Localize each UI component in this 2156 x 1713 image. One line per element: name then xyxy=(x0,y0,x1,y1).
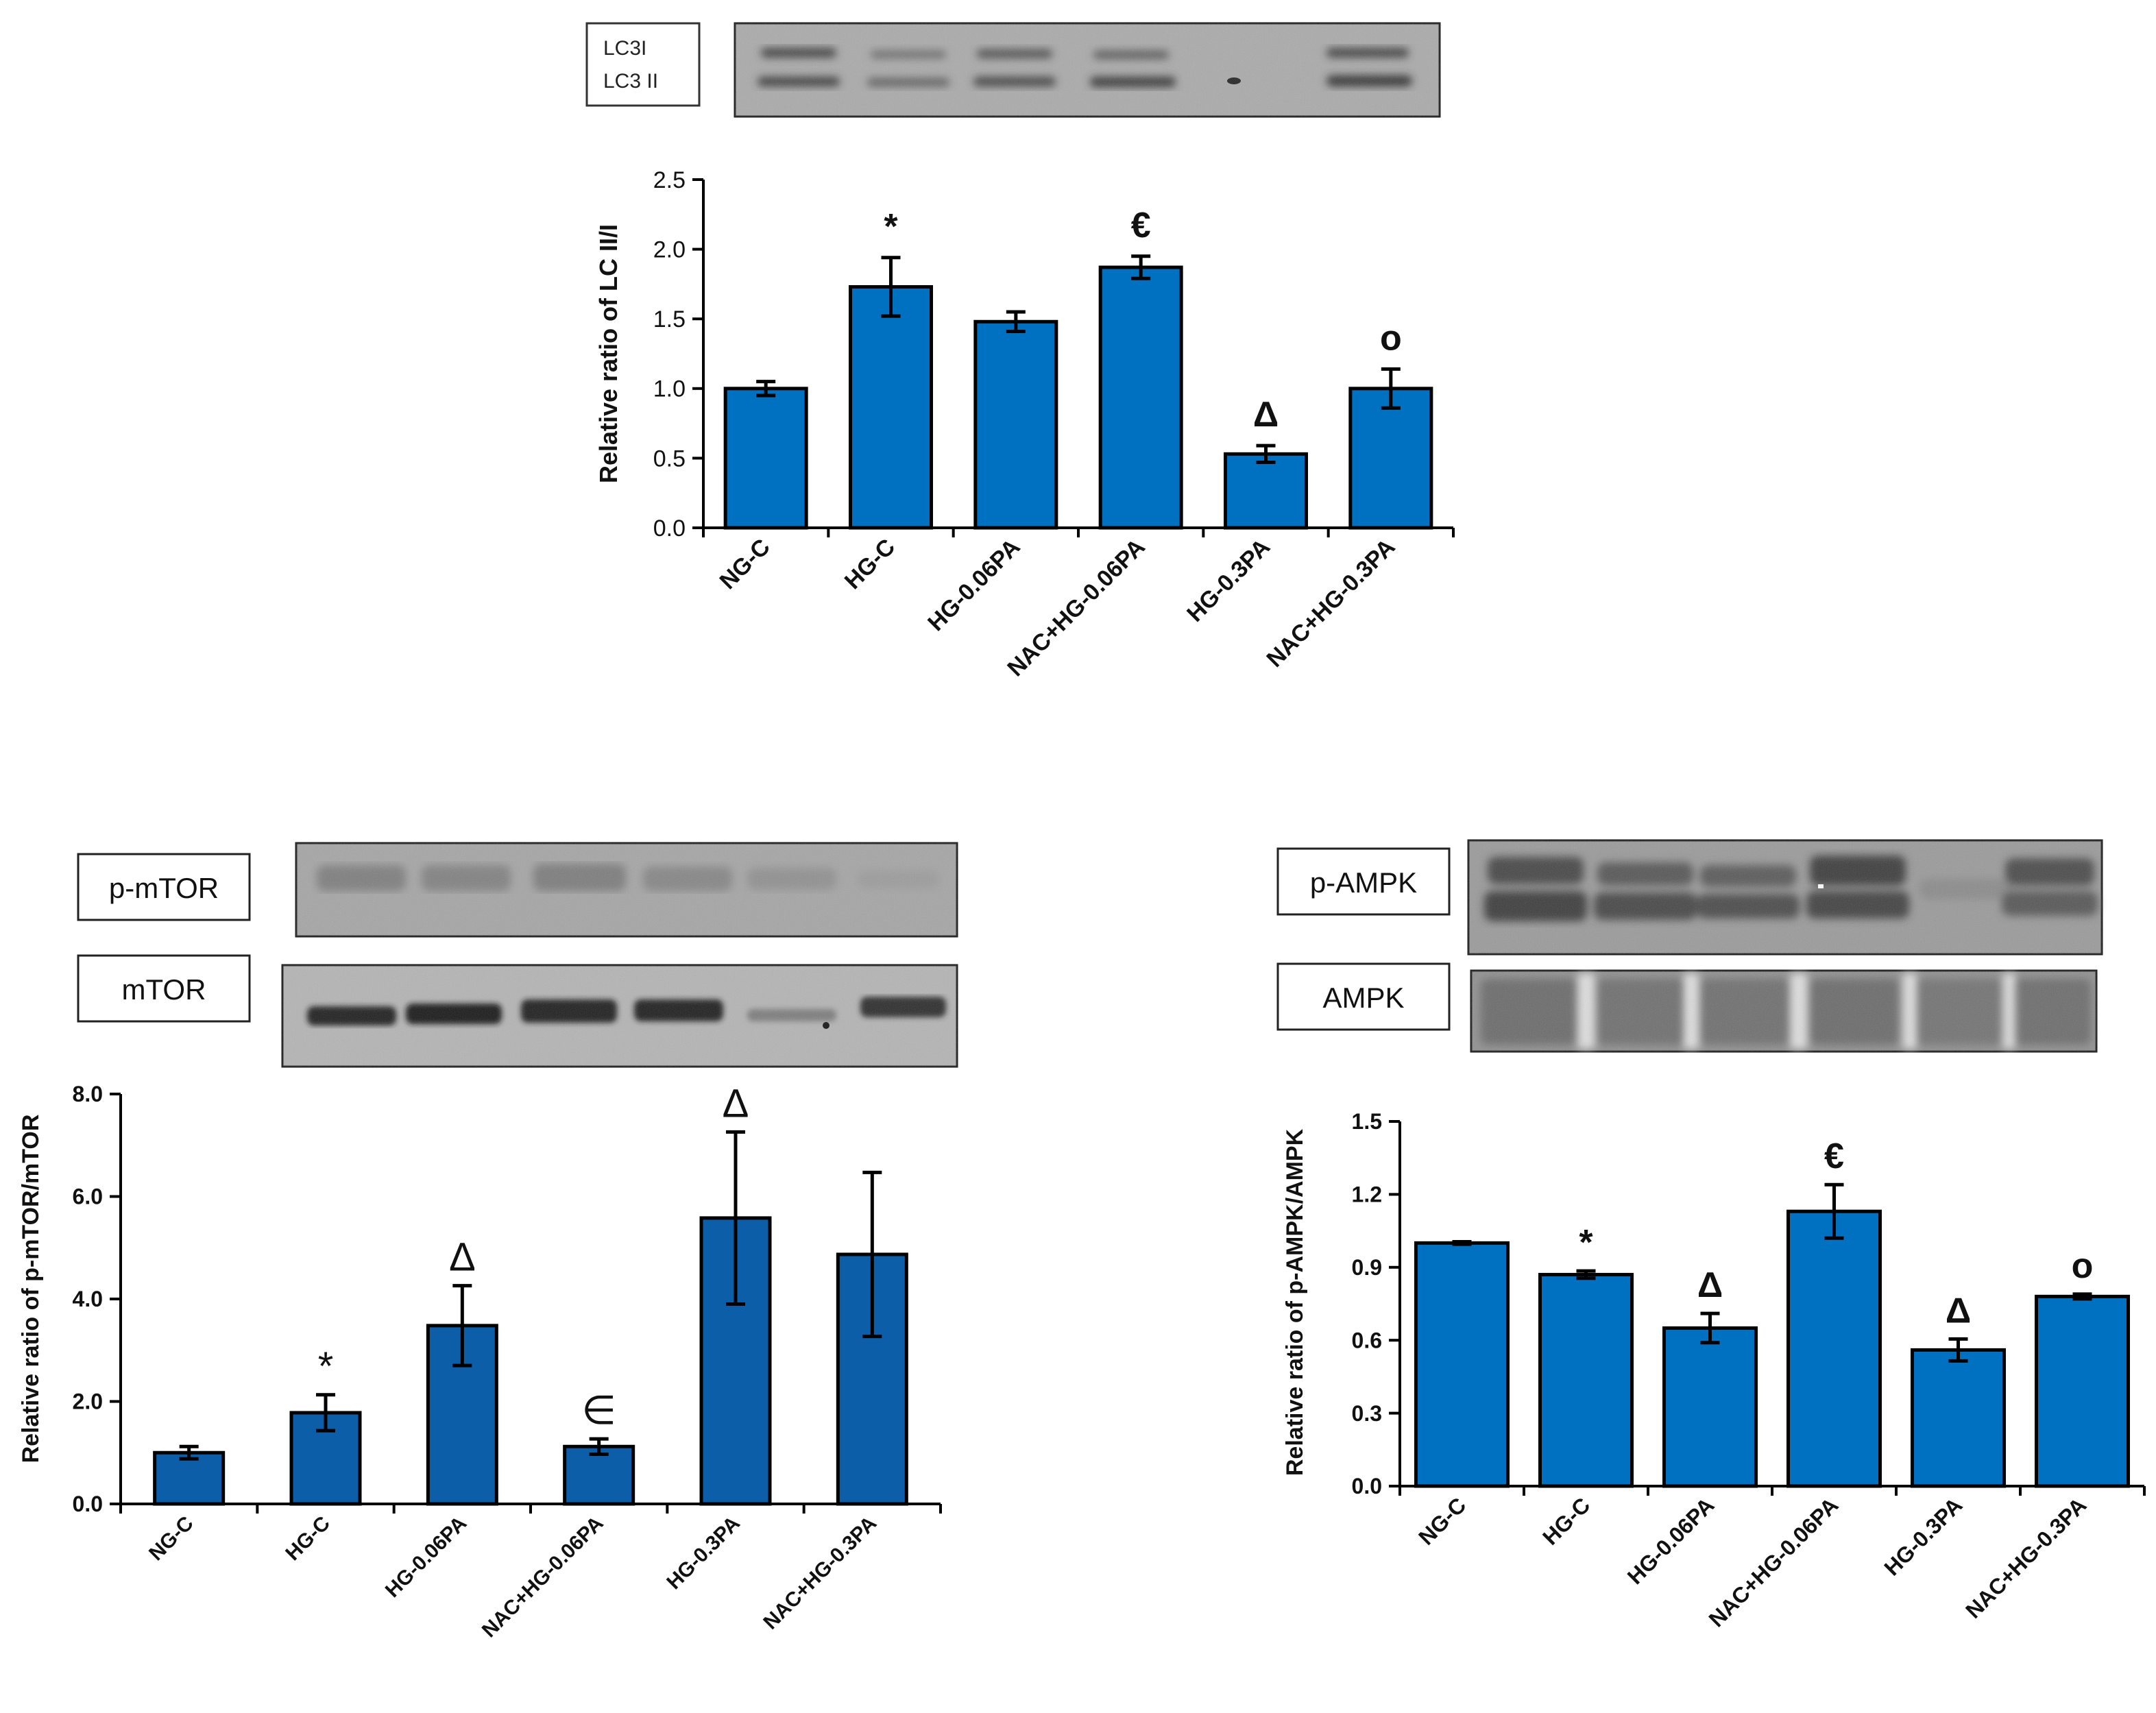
significance-marker: € xyxy=(1131,206,1151,245)
y-axis-label: Relative ratio of p-mTOR/mTOR xyxy=(18,1115,44,1463)
category-label: HG-0.3PA xyxy=(1879,1492,1967,1580)
category-label: NG-C xyxy=(145,1512,198,1566)
y-tick-label: 8.0 xyxy=(73,1082,103,1106)
y-axis-label: Relative ratio of p-AMPK/AMPK xyxy=(1282,1128,1308,1476)
significance-marker: * xyxy=(318,1344,334,1389)
mtor-label: mTOR xyxy=(122,973,206,1006)
category-label: NG-C xyxy=(715,534,775,594)
bar-nac-hg-0-06pa xyxy=(1786,1209,1882,1488)
category-label: NAC+HG-0.06PA xyxy=(1704,1492,1843,1631)
p-mtor-label: p-mTOR xyxy=(109,872,219,904)
bar-hg-0-3pa xyxy=(1224,452,1308,530)
lc3-blot-image xyxy=(734,22,1441,118)
significance-marker: Δ xyxy=(1697,1265,1723,1305)
category-label: NAC+HG-0.3PA xyxy=(759,1512,881,1634)
y-tick-label: 0.6 xyxy=(1352,1328,1382,1352)
p-ampk-blot-image xyxy=(1467,839,2103,956)
y-tick-label: 0.0 xyxy=(1352,1474,1382,1498)
category-label: NAC+HG-0.3PA xyxy=(1961,1492,2091,1623)
bar-ng-c xyxy=(723,387,808,530)
ampk-blot-panel: p-AMPK AMPK xyxy=(1276,839,2103,1053)
significance-marker: * xyxy=(884,207,898,247)
bar-nac-hg-0-3pa xyxy=(2035,1294,2130,1488)
lc3-ratio-chart: Relative ratio of LC II/I 0.0 0.5 1.0 1.5 2.… xyxy=(594,167,1455,681)
lc3-i-label: LC3I xyxy=(603,37,646,60)
bar-hg-0-3pa xyxy=(1911,1348,2006,1488)
significance-marker: ∈ xyxy=(581,1388,616,1433)
bar-hg-0-06pa xyxy=(1662,1326,1758,1488)
bar-hg-c xyxy=(1538,1272,1634,1488)
y-tick-label: 1.5 xyxy=(1352,1109,1382,1134)
bar-ng-c xyxy=(153,1450,226,1506)
category-label: HG-0.3PA xyxy=(662,1512,744,1594)
y-tick-label: 0.3 xyxy=(1352,1401,1382,1426)
category-label: HG-0.06PA xyxy=(1623,1492,1719,1589)
significance-marker: o xyxy=(2072,1246,2094,1286)
category-label: HG-0.3PA xyxy=(1182,534,1275,627)
significance-marker: € xyxy=(1824,1137,1844,1176)
category-label: HG-0.06PA xyxy=(381,1512,471,1602)
y-tick-label: 2.5 xyxy=(653,167,686,193)
y-tick-label: 2.0 xyxy=(653,237,686,263)
mtor-blot-panel: p-mTOR mTOR xyxy=(77,842,958,1068)
category-label: HG-C xyxy=(840,534,900,594)
category-label: NG-C xyxy=(1414,1492,1470,1549)
significance-marker: Δ xyxy=(1946,1291,1971,1331)
mtor-ratio-chart: Relative ratio of p-mTOR/mTOR 0.0 2.0 4.0 6… xyxy=(18,1081,942,1642)
y-tick-label: 0.0 xyxy=(653,515,686,542)
bar-nac-hg-0-06pa xyxy=(1098,265,1183,530)
lc3-blot-panel: LC3I LC3 II xyxy=(585,22,1441,118)
y-tick-label: 4.0 xyxy=(73,1287,103,1311)
y-tick-label: 2.0 xyxy=(73,1389,103,1414)
y-tick-label: 1.0 xyxy=(653,376,686,402)
bar-ng-c xyxy=(1414,1241,1510,1488)
p-ampk-label-box xyxy=(1276,847,1451,916)
ampk-blot-image xyxy=(1470,969,2098,1053)
y-tick-label: 1.2 xyxy=(1352,1182,1382,1207)
category-label: HG-C xyxy=(1538,1492,1595,1549)
category-label: NAC+HG-0.06PA xyxy=(1002,534,1150,681)
y-tick-label: 1.5 xyxy=(653,306,686,332)
p-ampk-label: p-AMPK xyxy=(1310,866,1417,899)
lc3-label-box xyxy=(585,22,701,107)
y-tick-label: 6.0 xyxy=(73,1184,103,1209)
category-label: HG-0.06PA xyxy=(923,534,1025,636)
y-tick-label: 0.0 xyxy=(73,1492,103,1516)
ampk-label: AMPK xyxy=(1322,982,1404,1014)
mtor-blot-image xyxy=(281,964,958,1068)
lc3-ii-label: LC3 II xyxy=(603,70,658,93)
y-axis-label: Relative ratio of LC II/I xyxy=(594,224,622,483)
p-mtor-blot-image xyxy=(295,842,958,938)
significance-marker: o xyxy=(1380,318,1402,358)
category-label: NAC+HG-0.3PA xyxy=(1261,534,1400,672)
p-mtor-label-box xyxy=(77,853,251,921)
significance-marker: Δ xyxy=(449,1235,476,1280)
bar-hg-c xyxy=(849,284,933,530)
category-label: NAC+HG-0.06PA xyxy=(478,1512,608,1642)
y-tick-label: 0.5 xyxy=(653,446,686,472)
significance-marker: Δ xyxy=(723,1081,749,1126)
bar-hg-0-06pa xyxy=(973,319,1058,530)
ampk-label-box xyxy=(1276,962,1451,1031)
category-label: HG-C xyxy=(281,1512,335,1566)
significance-marker: Δ xyxy=(1253,395,1279,435)
mtor-label-box xyxy=(77,954,251,1023)
significance-marker: * xyxy=(1579,1223,1593,1263)
ampk-ratio-chart: Relative ratio of p-AMPK/AMPK 0.0 0.3 0.6 0… xyxy=(1282,1109,2146,1631)
y-tick-label: 0.9 xyxy=(1352,1255,1382,1280)
